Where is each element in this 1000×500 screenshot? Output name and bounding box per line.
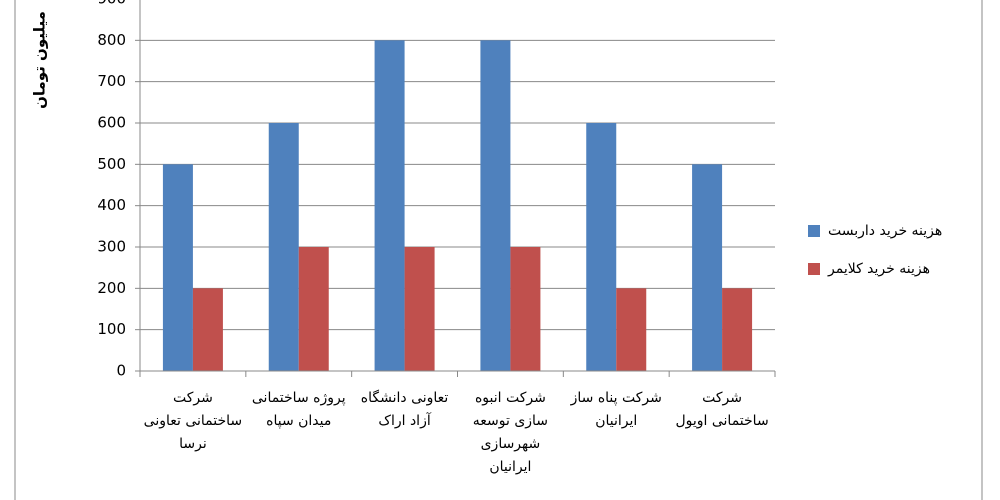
y-tick-label: 100 [97, 320, 126, 338]
bar [692, 164, 723, 371]
bar [480, 40, 511, 371]
bar [510, 247, 541, 371]
y-tick-label: 300 [97, 238, 126, 256]
y-tick-label: 200 [97, 279, 126, 297]
bar [616, 288, 647, 371]
legend-swatch [808, 263, 820, 275]
y-tick-label: 900 [97, 0, 126, 8]
bar [162, 164, 193, 371]
x-tick-label: تعاونی دانشگاه آزاد اراک [360, 390, 449, 429]
legend-label: هزینه خرید داربست [828, 223, 942, 239]
y-tick-label: 600 [97, 114, 126, 132]
y-tick-label: 400 [97, 196, 126, 214]
legend-swatch [808, 225, 820, 237]
x-tick-label: پروژه ساختمانی میدان سپاه [251, 390, 346, 429]
x-tick-label: شرکت ساختمانی اویول [675, 390, 769, 429]
y-tick-label: 800 [97, 31, 126, 49]
bar [404, 247, 435, 371]
bar [374, 40, 405, 371]
bar [192, 288, 223, 371]
legend-label: هزینه خرید کلایمر [827, 261, 930, 277]
y-tick-label: 0 [116, 362, 126, 380]
x-tick-label: شرکت انبوه سازی توسعه شهرسازی ایرانیان [472, 390, 549, 475]
x-tick-label: شرکت پناه ساز ایرانیان [570, 390, 662, 429]
bar [586, 123, 617, 371]
y-tick-label: 700 [97, 72, 126, 90]
bar [722, 288, 753, 371]
x-tick-label: شرکت ساختمانی تعاونی نرسا [143, 390, 243, 452]
bar [298, 247, 329, 371]
y-tick-label: 500 [97, 155, 126, 173]
y-axis-label: میلیون تومان [31, 11, 49, 109]
bar [268, 123, 299, 371]
